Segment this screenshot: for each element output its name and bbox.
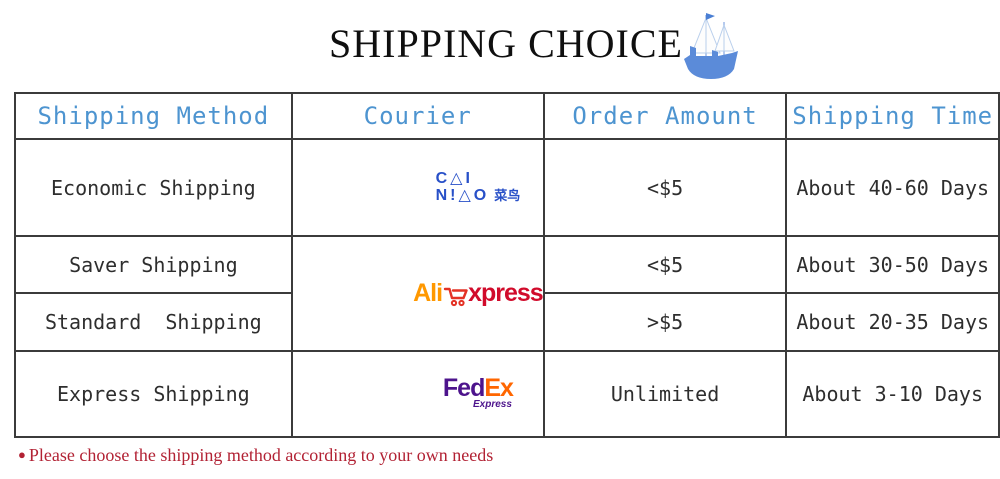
ship-icon <box>684 13 738 79</box>
title-row: SHIPPING CHOICE <box>0 20 1000 67</box>
time-cell: About 3-10 Days <box>785 350 1000 438</box>
col-header-shipping-time: Shipping Time <box>785 92 1000 140</box>
shipping-table: Shipping Method Courier Order Amount Shi… <box>14 92 1000 438</box>
method-cell: Express Shipping <box>14 350 293 438</box>
cainiao-line1: C△I <box>435 170 473 187</box>
col-header-shipping-method: Shipping Method <box>14 92 293 140</box>
amount-cell: >$5 <box>542 292 788 352</box>
shopping-cart-icon <box>443 287 468 307</box>
cainiao-line2: N!△O 菜鸟 <box>435 187 521 204</box>
courier-cell: C△I N!△O 菜鸟 <box>290 138 545 237</box>
time-cell: About 40-60 Days <box>785 138 1000 237</box>
amount-cell: Unlimited <box>542 350 788 438</box>
table-row-standard: Standard Shipping >$5 About 20-35 Days <box>14 292 1000 352</box>
aliexpress-logo: Ali xpress <box>413 279 543 308</box>
aliexpress-prefix: Ali <box>413 279 443 307</box>
header-row: Shipping Method Courier Order Amount Shi… <box>14 92 1000 140</box>
cainiao-cjk: 菜鸟 <box>494 188 521 203</box>
cainiao-logo: C△I N!△O 菜鸟 <box>436 170 521 204</box>
courier-cell-merged: Ali xpress <box>290 235 545 352</box>
table-row-economic: Economic Shipping C△I N!△O 菜鸟 <$5 About 4… <box>14 138 1000 237</box>
col-header-order-amount: Order Amount <box>542 92 788 140</box>
fedex-express-label: Express <box>473 399 512 410</box>
fedex-wordmark: FedEx <box>442 374 514 402</box>
table-row-saver: Saver Shipping Ali xpress <$5 About 30-5… <box>14 235 1000 352</box>
method-cell: Economic Shipping <box>14 138 293 237</box>
bullet-icon: ● <box>18 447 26 462</box>
time-cell: About 20-35 Days <box>785 292 1000 352</box>
time-cell: About 30-50 Days <box>785 235 1000 294</box>
table-row-express: Express Shipping FedEx Express Unlimited… <box>14 350 1000 438</box>
method-cell: Standard Shipping <box>14 292 293 352</box>
fedex-logo: FedEx Express <box>442 374 514 410</box>
col-header-courier: Courier <box>290 92 545 140</box>
page-title: SHIPPING CHOICE <box>329 21 683 66</box>
footer-note: ● Please choose the shipping method accor… <box>18 445 493 466</box>
amount-cell: <$5 <box>542 235 788 294</box>
amount-cell: <$5 <box>542 138 788 237</box>
courier-cell: FedEx Express <box>290 350 545 438</box>
method-cell: Saver Shipping <box>14 235 293 294</box>
aliexpress-suffix: xpress <box>468 279 543 307</box>
note-text: Please choose the shipping method accord… <box>28 445 494 465</box>
